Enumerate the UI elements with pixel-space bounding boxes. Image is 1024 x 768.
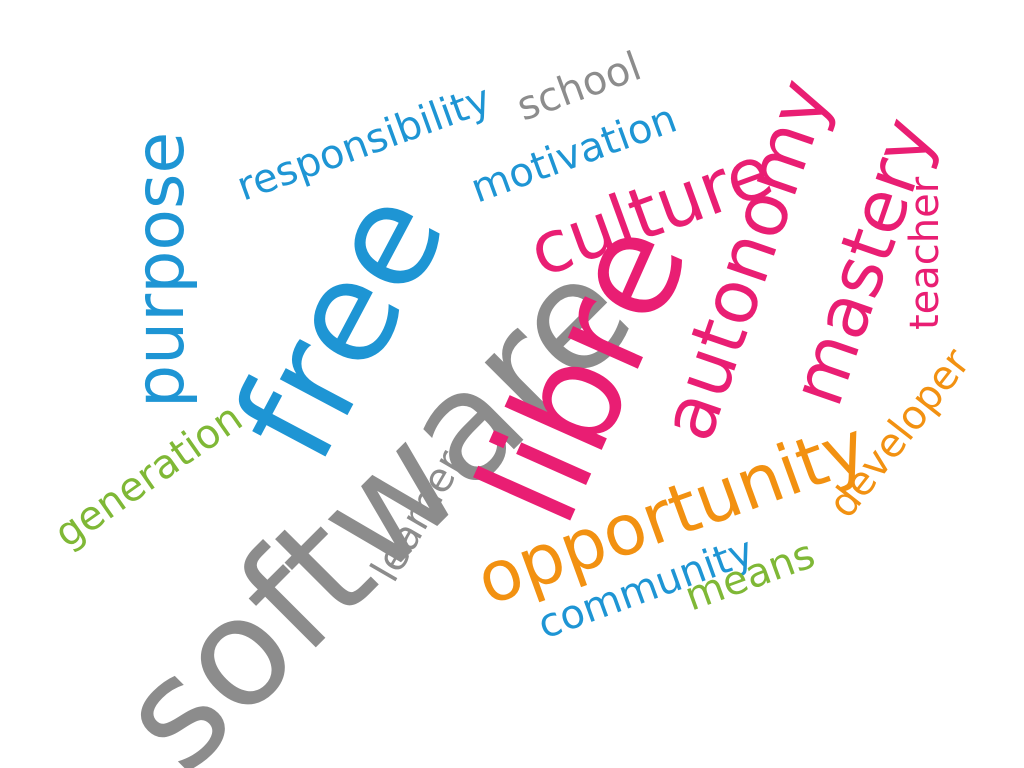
word-purpose: purpose xyxy=(121,131,200,408)
word-teacher: teacher xyxy=(902,176,948,330)
word-generation: generation xyxy=(46,394,251,558)
